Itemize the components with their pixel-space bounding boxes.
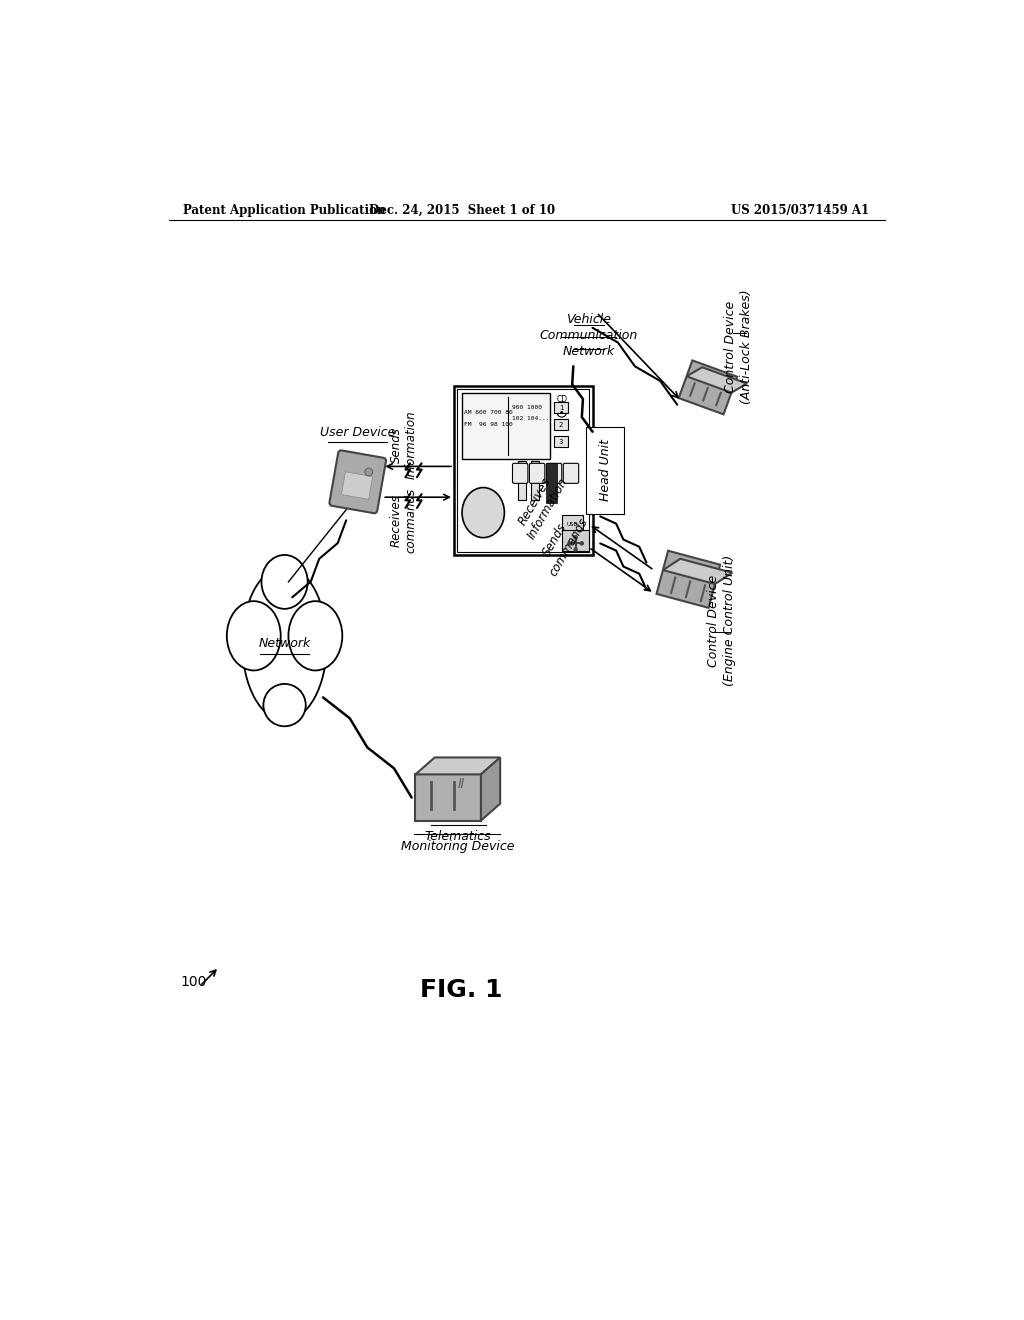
Text: Receives
commands: Receives commands xyxy=(390,487,418,553)
Text: 3: 3 xyxy=(559,438,563,445)
Polygon shape xyxy=(416,758,500,775)
Bar xyxy=(416,775,481,821)
Bar xyxy=(562,515,584,532)
FancyBboxPatch shape xyxy=(547,463,562,483)
Polygon shape xyxy=(481,758,500,821)
Text: Telematics: Telematics xyxy=(425,830,492,843)
Ellipse shape xyxy=(243,566,327,721)
Text: Monitoring Device: Monitoring Device xyxy=(401,840,514,853)
Text: 1: 1 xyxy=(559,405,563,411)
Text: Sends
Information: Sends Information xyxy=(390,411,418,479)
Text: USB: USB xyxy=(567,521,579,527)
Circle shape xyxy=(574,536,578,539)
Bar xyxy=(341,471,373,499)
FancyBboxPatch shape xyxy=(563,463,579,483)
Circle shape xyxy=(574,548,578,552)
Text: AM 600 700 80: AM 600 700 80 xyxy=(464,411,513,414)
Circle shape xyxy=(365,469,373,477)
Polygon shape xyxy=(663,558,732,583)
Bar xyxy=(554,420,568,430)
Text: 900 1000: 900 1000 xyxy=(512,405,542,409)
Text: Vehicle
Communication
Network: Vehicle Communication Network xyxy=(540,313,638,358)
Bar xyxy=(656,550,720,607)
Circle shape xyxy=(581,543,584,545)
Bar xyxy=(454,385,593,554)
Text: 100: 100 xyxy=(180,975,207,989)
Bar xyxy=(554,403,568,413)
Text: US 2015/0371459 A1: US 2015/0371459 A1 xyxy=(731,205,869,218)
Text: User Device: User Device xyxy=(321,426,395,440)
Ellipse shape xyxy=(462,487,505,537)
Polygon shape xyxy=(686,367,748,392)
Text: FM  96 98 100: FM 96 98 100 xyxy=(464,421,513,426)
Text: 2: 2 xyxy=(559,422,563,428)
Bar xyxy=(547,462,557,503)
Text: Control Device
(Engine Control Unit): Control Device (Engine Control Unit) xyxy=(708,554,736,686)
Text: ll: ll xyxy=(458,779,465,791)
Text: Dec. 24, 2015  Sheet 1 of 10: Dec. 24, 2015 Sheet 1 of 10 xyxy=(369,205,555,218)
Text: Patent Application Publication: Patent Application Publication xyxy=(183,205,385,218)
Text: CD: CD xyxy=(556,395,567,404)
FancyBboxPatch shape xyxy=(512,463,528,483)
Circle shape xyxy=(557,408,566,417)
Ellipse shape xyxy=(289,601,342,671)
Bar xyxy=(531,461,539,499)
Text: Sends
commands: Sends commands xyxy=(534,508,590,578)
Bar xyxy=(679,360,737,414)
FancyBboxPatch shape xyxy=(529,463,545,483)
Bar xyxy=(457,388,590,552)
Text: Network: Network xyxy=(258,638,310,649)
Bar xyxy=(462,393,550,459)
Bar xyxy=(518,461,525,499)
Ellipse shape xyxy=(263,684,306,726)
Ellipse shape xyxy=(261,554,307,609)
Circle shape xyxy=(568,543,571,545)
Text: FIG. 1: FIG. 1 xyxy=(421,978,503,1002)
Text: Control Device
(Anti-Lock Brakes): Control Device (Anti-Lock Brakes) xyxy=(724,289,754,404)
FancyBboxPatch shape xyxy=(330,450,386,513)
Bar xyxy=(554,437,568,447)
Ellipse shape xyxy=(226,601,281,671)
Bar xyxy=(562,529,589,552)
Text: 102 104...: 102 104... xyxy=(512,416,549,421)
Circle shape xyxy=(560,412,563,413)
Text: Receives
Information: Receives Information xyxy=(512,469,570,541)
Text: Head Unit: Head Unit xyxy=(599,440,611,502)
